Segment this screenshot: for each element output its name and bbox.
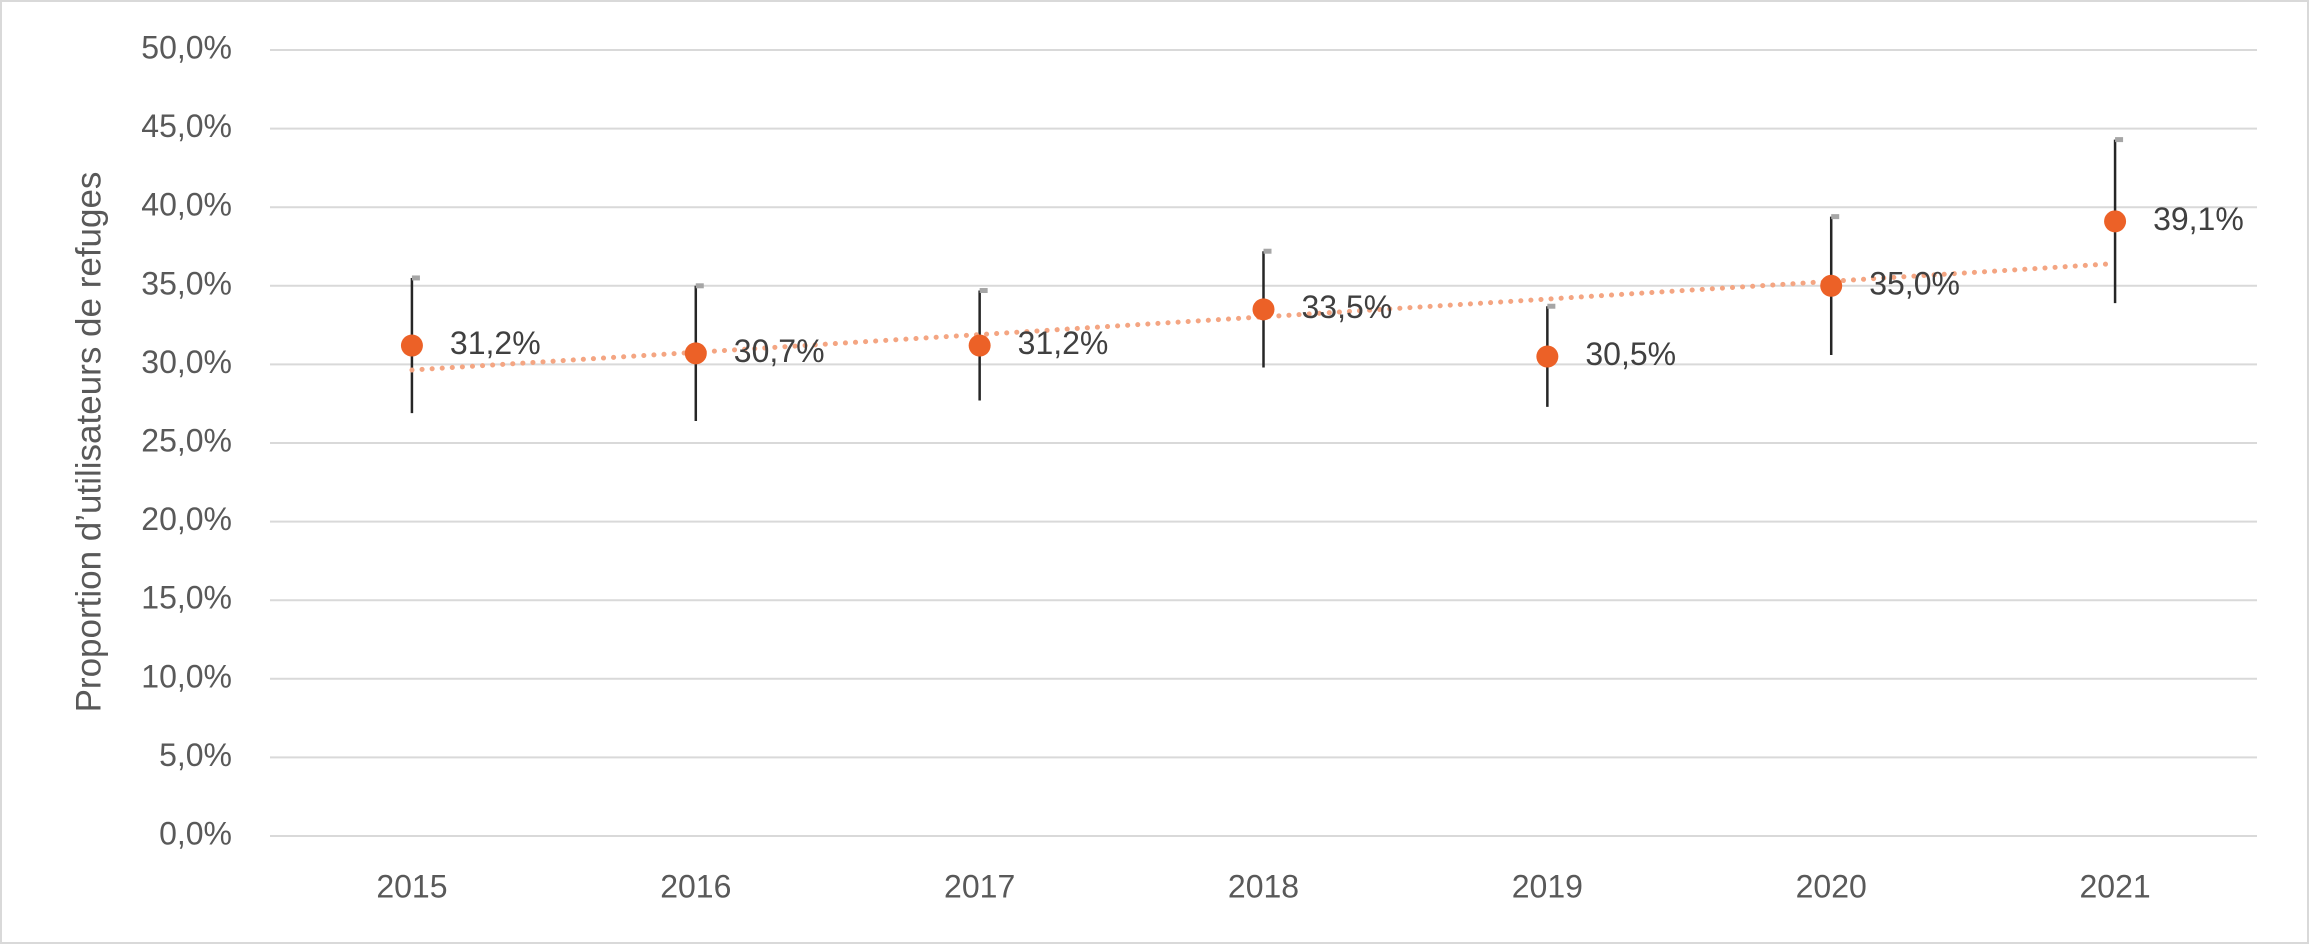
data-label: 39,1% <box>2153 201 2244 237</box>
data-label: 30,7% <box>734 333 825 369</box>
y-axis-label: Proportion d’utilisateurs de refuges <box>69 172 108 713</box>
marker <box>1252 298 1275 321</box>
x-tick-label: 2016 <box>660 868 731 904</box>
marker <box>684 342 707 365</box>
x-tick-label: 2020 <box>1796 868 1867 904</box>
data-label: 30,5% <box>1585 336 1676 372</box>
y-tick-label: 10,0% <box>141 658 232 694</box>
y-tick-label: 20,0% <box>141 501 232 537</box>
y-tick-label: 25,0% <box>141 422 232 458</box>
marker <box>968 334 991 357</box>
data-label: 35,0% <box>1869 265 1960 301</box>
y-tick-label: 40,0% <box>141 187 232 223</box>
y-tick-label: 30,0% <box>141 344 232 380</box>
marker <box>2104 210 2127 233</box>
y-tick-label: 45,0% <box>141 108 232 144</box>
y-tick-label: 0,0% <box>159 815 232 851</box>
marker <box>1820 274 1843 297</box>
y-tick-label: 35,0% <box>141 265 232 301</box>
y-tick-label: 5,0% <box>159 737 232 773</box>
marker <box>1536 345 1559 368</box>
data-label: 31,2% <box>450 325 541 361</box>
x-tick-label: 2018 <box>1228 868 1299 904</box>
y-tick-label: 15,0% <box>141 580 232 616</box>
x-tick-label: 2021 <box>2079 868 2150 904</box>
x-tick-label: 2015 <box>376 868 447 904</box>
data-label: 33,5% <box>1302 289 1393 325</box>
x-tick-label: 2017 <box>944 868 1015 904</box>
x-tick-label: 2019 <box>1512 868 1583 904</box>
y-tick-label: 50,0% <box>141 29 232 65</box>
data-label: 31,2% <box>1018 325 1109 361</box>
marker <box>400 334 423 357</box>
